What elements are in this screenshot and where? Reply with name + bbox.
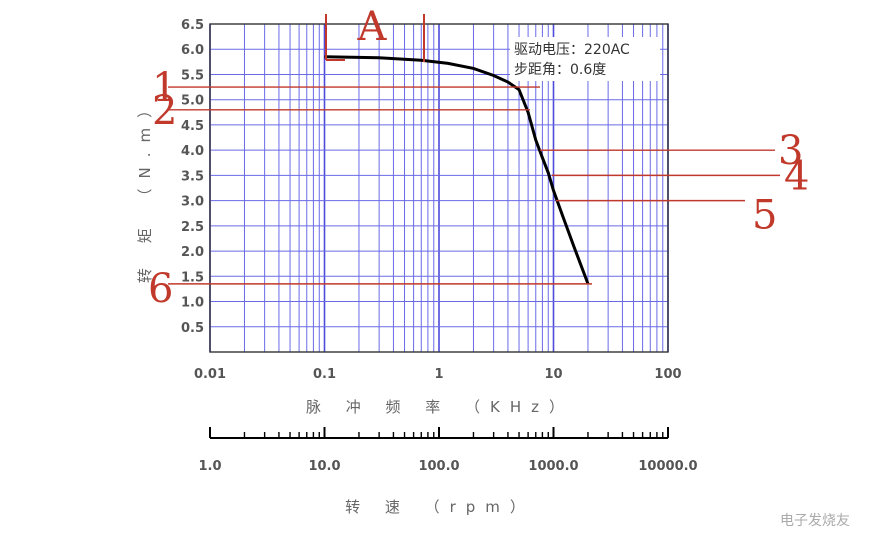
y-tick-label: 6.5 <box>181 18 204 33</box>
chart-axes: 0.5 1.0 1.5 2.0 2.5 3.0 3.5 4.0 4.5 5.0 5.5 6.0 6.5 0… <box>136 18 682 416</box>
y-tick-label: 2.0 <box>181 245 204 260</box>
x-tick-label: 1 <box>434 367 443 382</box>
x-tick-label: 0.01 <box>194 367 226 382</box>
y-tick-label: 0.5 <box>181 321 204 336</box>
hand-mark-A: A <box>357 4 388 50</box>
x-axis-label: 脉 冲 频 率 （KHz） <box>306 398 574 416</box>
plot-frame <box>209 23 669 353</box>
y-tick-label: 4.0 <box>181 144 204 159</box>
rpm-tick-label: 10.0 <box>308 459 340 474</box>
rpm-tick-label: 1000.0 <box>528 459 578 474</box>
chart-annotations: 驱动电压：220AC 步距角：0.6度 <box>510 37 660 81</box>
y-tick-label: 4.5 <box>181 119 204 134</box>
hand-mark-6: 6 <box>148 266 173 312</box>
y-tick-label: 2.5 <box>181 220 204 235</box>
y-tick-label: 5.5 <box>181 68 204 83</box>
annotation-line: 驱动电压：220AC <box>514 42 630 58</box>
hand-mark-5: 5 <box>752 193 777 239</box>
hand-mark-3: 3 <box>778 128 803 174</box>
hand-mark-1: 1 <box>152 65 177 111</box>
y-tick-label: 5.0 <box>181 94 204 109</box>
hand-mark-2: 2 <box>152 88 177 134</box>
rpm-axis: 1.0 10.0 100.0 1000.0 10000.0 转 速 （rpm） <box>198 427 698 516</box>
chart-series <box>324 55 590 285</box>
y-tick-label: 3.5 <box>181 169 204 184</box>
y-axis-label: 转 矩 （N.m） <box>136 93 154 283</box>
hand-mark-4: 4 <box>784 153 809 199</box>
rpm-axis-label: 转 速 （rpm） <box>345 498 535 516</box>
hand-marks: A 12 345 6 <box>148 4 809 312</box>
annotation-box <box>510 37 660 81</box>
y-tick-label: 1.5 <box>181 270 204 285</box>
y-tick-label: 3.0 <box>181 195 204 210</box>
rpm-tick-label: 1.0 <box>198 459 221 474</box>
x-tick-label: 10 <box>544 367 562 382</box>
rpm-tick-label: 100.0 <box>418 459 459 474</box>
x-tick-label: 100 <box>654 367 681 382</box>
y-tick-label: 6.0 <box>181 43 204 58</box>
x-tick-label: 0.1 <box>313 367 336 382</box>
annotation-line: 步距角：0.6度 <box>514 62 606 78</box>
watermark: 电子发烧友 <box>780 513 850 529</box>
rpm-tick-label: 10000.0 <box>638 459 697 474</box>
y-tick-label: 1.0 <box>181 296 204 311</box>
torque-curve-line <box>324 55 590 285</box>
